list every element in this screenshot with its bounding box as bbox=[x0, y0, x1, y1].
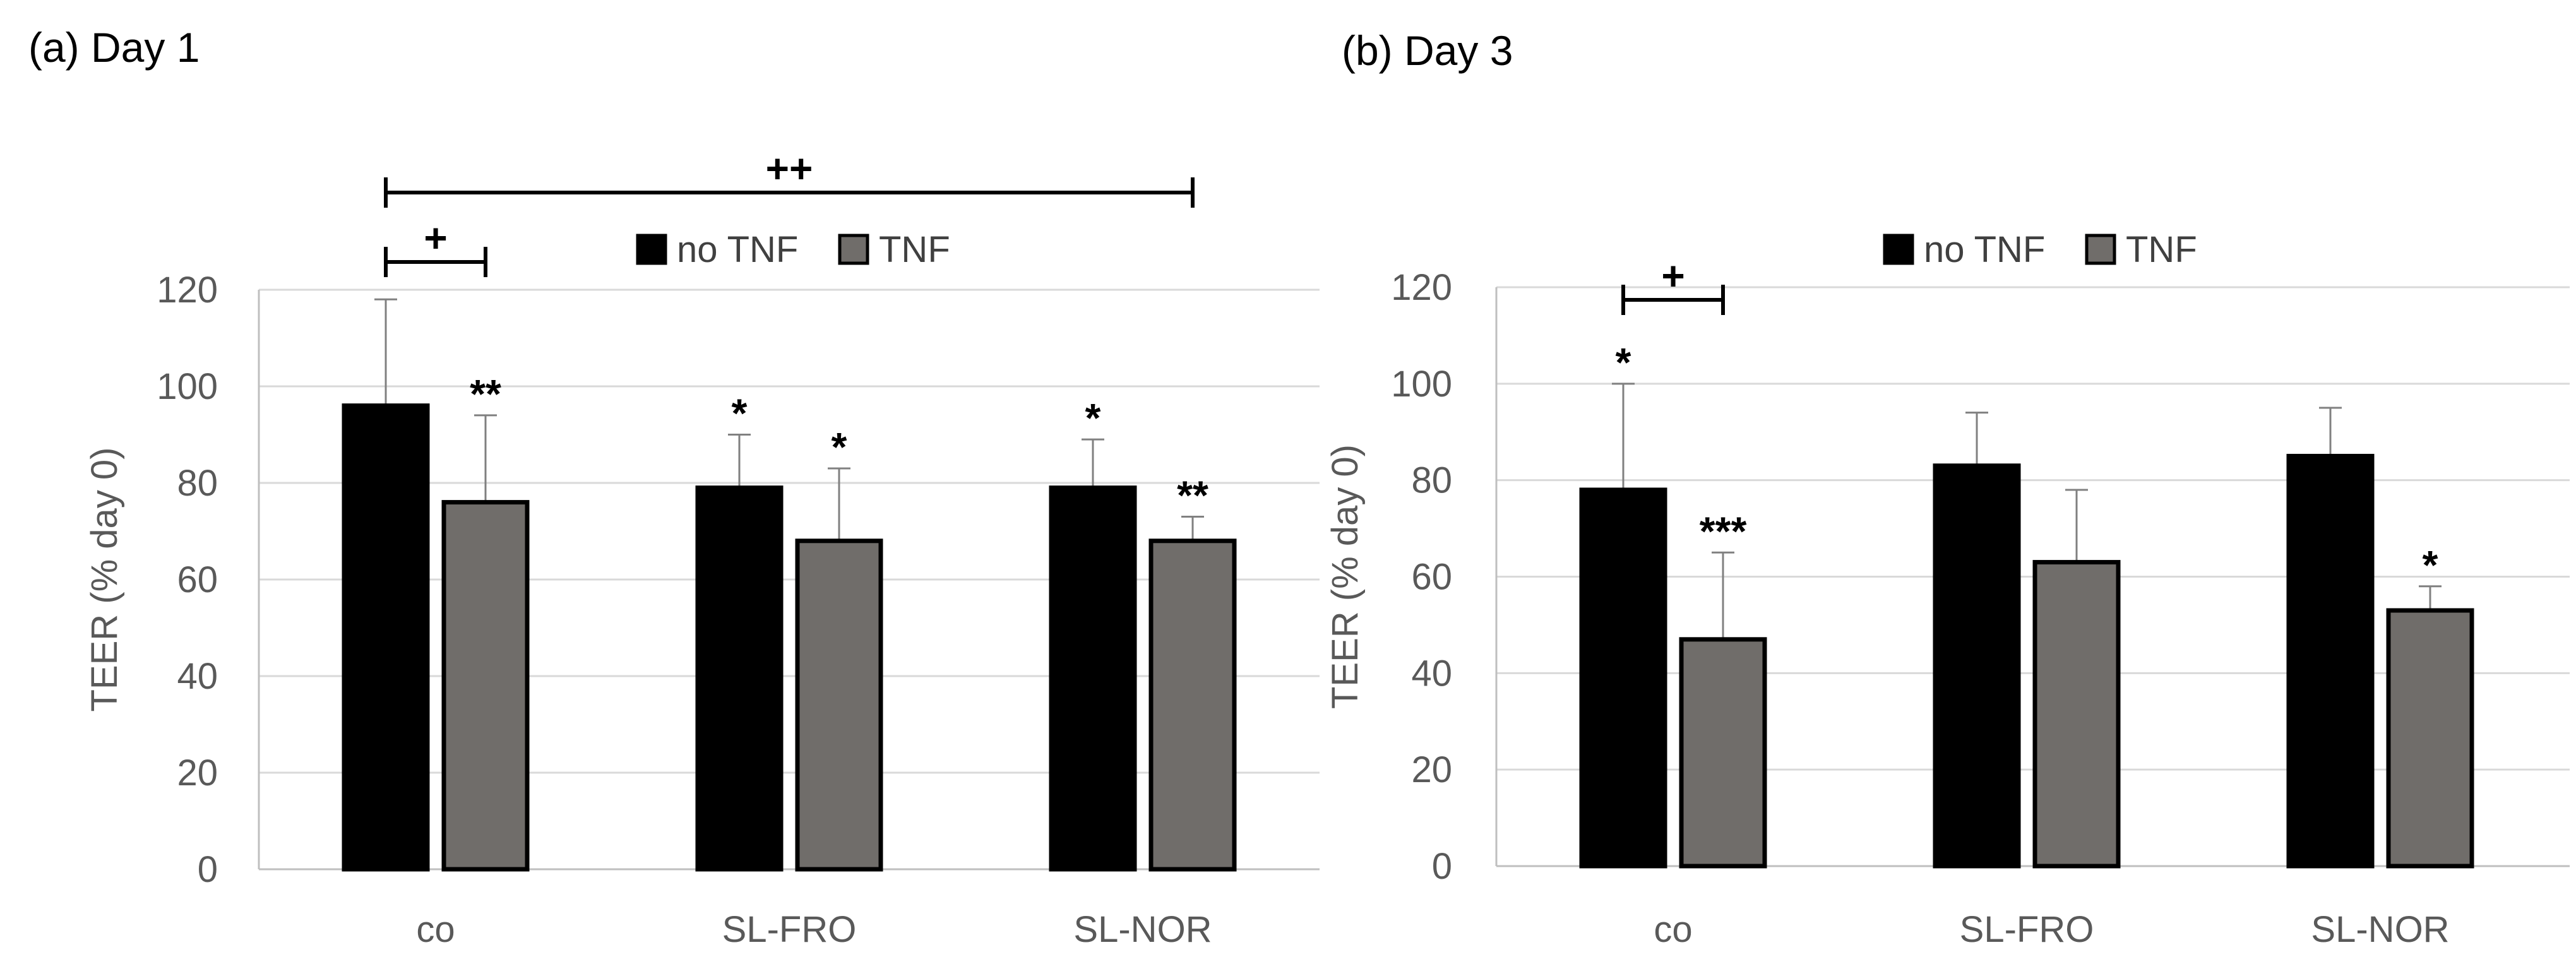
y-tick-label: 120 bbox=[1391, 267, 1452, 308]
y-tick-label: 60 bbox=[1411, 557, 1452, 598]
bracket-label: + bbox=[1661, 253, 1685, 299]
significance-label: * bbox=[1616, 340, 1631, 385]
bracket-label: ++ bbox=[766, 146, 813, 191]
significance-label: *** bbox=[1700, 508, 1747, 554]
legend-label: no TNF bbox=[1924, 229, 2045, 270]
significance-label: * bbox=[1085, 395, 1101, 441]
significance-label: * bbox=[832, 424, 847, 470]
category-label: SL-FRO bbox=[722, 909, 857, 950]
category-label: SL-NOR bbox=[1073, 909, 1212, 950]
y-tick-label: 80 bbox=[1411, 460, 1452, 501]
y-tick-label: 40 bbox=[1411, 653, 1452, 694]
bar-no-tnf-sl-nor bbox=[1049, 485, 1137, 872]
y-tick-label: 0 bbox=[198, 849, 218, 890]
y-tick-label: 80 bbox=[177, 463, 218, 504]
legend-label: TNF bbox=[2126, 229, 2197, 270]
bar-no-tnf-sl-nor bbox=[2286, 453, 2375, 869]
bar-tnf-sl-fro bbox=[795, 538, 883, 872]
significance-label: * bbox=[2423, 542, 2438, 588]
bar-tnf-sl-fro bbox=[2032, 560, 2121, 869]
legend-swatch-no-tnf bbox=[636, 234, 667, 265]
y-axis-label: TEER (% day 0) bbox=[1325, 444, 1366, 709]
legend-label: no TNF bbox=[677, 229, 798, 270]
category-label: SL-NOR bbox=[2311, 909, 2449, 950]
panel-title: (a) Day 1 bbox=[28, 24, 200, 71]
bar-tnf-co bbox=[1679, 637, 1767, 869]
legend-label: TNF bbox=[879, 229, 950, 270]
bracket-label: + bbox=[424, 215, 447, 261]
bar-no-tnf-sl-fro bbox=[1933, 463, 2021, 869]
bar-tnf-sl-nor bbox=[1148, 538, 1237, 872]
significance-label: ** bbox=[470, 371, 501, 417]
significance-label: ** bbox=[1177, 473, 1208, 518]
y-tick-label: 60 bbox=[177, 559, 218, 600]
bar-tnf-co bbox=[441, 500, 530, 872]
y-tick-label: 120 bbox=[157, 270, 218, 311]
panel-day-1: (a) Day 1 0 20 40 60 80 100 120 TEER (% day 0) co… bbox=[28, 24, 1320, 950]
legend-swatch-tnf bbox=[838, 234, 869, 265]
y-tick-label: 0 bbox=[1432, 846, 1452, 887]
significance-label: * bbox=[732, 391, 748, 436]
y-tick-label: 100 bbox=[157, 366, 218, 407]
y-tick-label: 20 bbox=[177, 752, 218, 794]
y-axis-label: TEER (% day 0) bbox=[84, 448, 125, 712]
category-label: co bbox=[1654, 909, 1692, 950]
bar-tnf-sl-nor bbox=[2386, 608, 2474, 869]
legend-swatch-no-tnf bbox=[1883, 234, 1914, 265]
bar-no-tnf-co bbox=[342, 403, 430, 872]
y-tick-label: 100 bbox=[1391, 364, 1452, 405]
y-tick-label: 20 bbox=[1411, 749, 1452, 790]
panel-day-3: (b) Day 3 0 20 40 60 80 100 120 TEER (% day 0) co… bbox=[1325, 27, 2570, 950]
bar-no-tnf-co bbox=[1579, 487, 1667, 869]
panel-title: (b) Day 3 bbox=[1342, 27, 1513, 74]
y-tick-label: 40 bbox=[177, 656, 218, 697]
bar-no-tnf-sl-fro bbox=[695, 485, 784, 872]
category-label: co bbox=[416, 909, 455, 950]
category-label: SL-FRO bbox=[1960, 909, 2094, 950]
legend-swatch-tnf bbox=[2085, 234, 2116, 265]
